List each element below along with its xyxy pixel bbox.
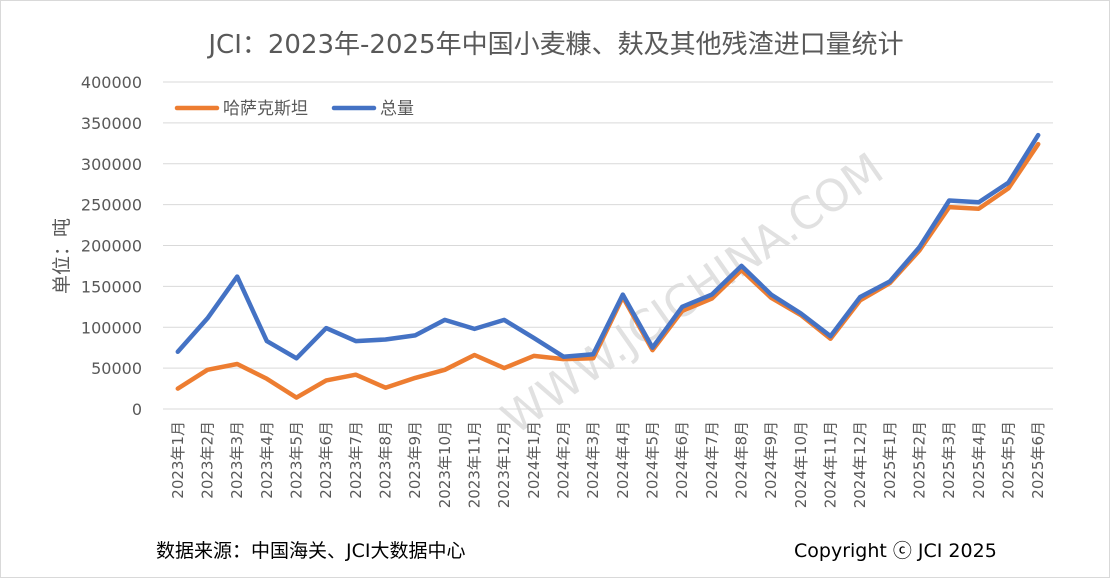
data-source-note: 数据来源：中国海关、JCI大数据中心: [156, 540, 466, 562]
y-axis-ticks: 0 50000 100000 150000 200000 250000 300000 3500…: [81, 73, 142, 419]
x-tick-label: 2025年3月: [940, 421, 958, 499]
y-tick-label: 200000: [81, 237, 142, 256]
y-tick-label: 350000: [81, 114, 142, 133]
x-tick-label: 2024年12月: [851, 421, 869, 508]
x-tick-label: 2024年6月: [673, 421, 691, 499]
y-tick-label: 400000: [81, 73, 142, 92]
x-tick-label: 2023年2月: [199, 421, 217, 499]
x-tick-label: 2024年3月: [584, 421, 602, 499]
x-tick-label: 2025年4月: [970, 421, 988, 499]
x-tick-label: 2024年2月: [555, 421, 573, 499]
x-tick-label: 2025年6月: [1029, 421, 1047, 499]
y-tick-label: 0: [132, 400, 142, 419]
watermark: WWW.JCICHINA.COM: [493, 143, 893, 444]
x-tick-label: 2024年7月: [703, 421, 721, 499]
x-axis-ticks: 2023年1月 2023年2月 2023年3月 2023年4月 2023年5月 2023年…: [169, 421, 1047, 508]
x-tick-label: 2024年10月: [792, 421, 810, 508]
x-tick-label: 2023年7月: [347, 421, 365, 499]
y-tick-label: 150000: [81, 277, 142, 296]
x-tick-label: 2024年8月: [733, 421, 751, 499]
legend-label: 哈萨克斯坦: [223, 99, 308, 119]
x-tick-label: 2024年1月: [525, 421, 543, 499]
chart-title: JCI：2023年-2025年中国小麦糠、麸及其他残渣进口量统计: [206, 30, 903, 60]
series-layer: [175, 132, 1041, 400]
x-tick-label: 2023年3月: [228, 421, 246, 499]
x-tick-label: 2023年4月: [258, 421, 276, 499]
y-tick-label: 300000: [81, 155, 142, 174]
y-tick-label: 50000: [91, 359, 142, 378]
y-axis-label: 单位：吨: [51, 218, 73, 294]
x-tick-label: 2023年6月: [317, 421, 335, 499]
x-tick-label: 2023年12月: [495, 421, 513, 508]
x-tick-label: 2025年1月: [881, 421, 899, 499]
copyright-note: Copyright ⓒ JCI 2025: [794, 540, 997, 562]
series-line-1: [175, 132, 1041, 361]
x-tick-label: 2023年5月: [288, 421, 306, 499]
x-tick-label: 2023年8月: [377, 421, 395, 499]
x-tick-label: 2023年9月: [406, 421, 424, 499]
x-tick-label: 2023年10月: [436, 421, 454, 508]
x-tick-label: 2023年1月: [169, 421, 187, 499]
x-tick-label: 2024年9月: [762, 421, 780, 499]
legend: 哈萨克斯坦 总量: [174, 99, 414, 119]
legend-label: 总量: [380, 99, 414, 119]
x-tick-label: 2023年11月: [466, 421, 484, 508]
y-tick-label: 250000: [81, 196, 142, 215]
x-tick-label: 2024年11月: [822, 421, 840, 508]
x-tick-label: 2025年2月: [911, 421, 929, 499]
y-tick-label: 100000: [81, 318, 142, 337]
x-tick-label: 2024年4月: [614, 421, 632, 499]
gridlines: [163, 81, 1053, 410]
x-tick-label: 2025年5月: [1000, 421, 1018, 499]
x-tick-label: 2024年5月: [644, 421, 662, 499]
